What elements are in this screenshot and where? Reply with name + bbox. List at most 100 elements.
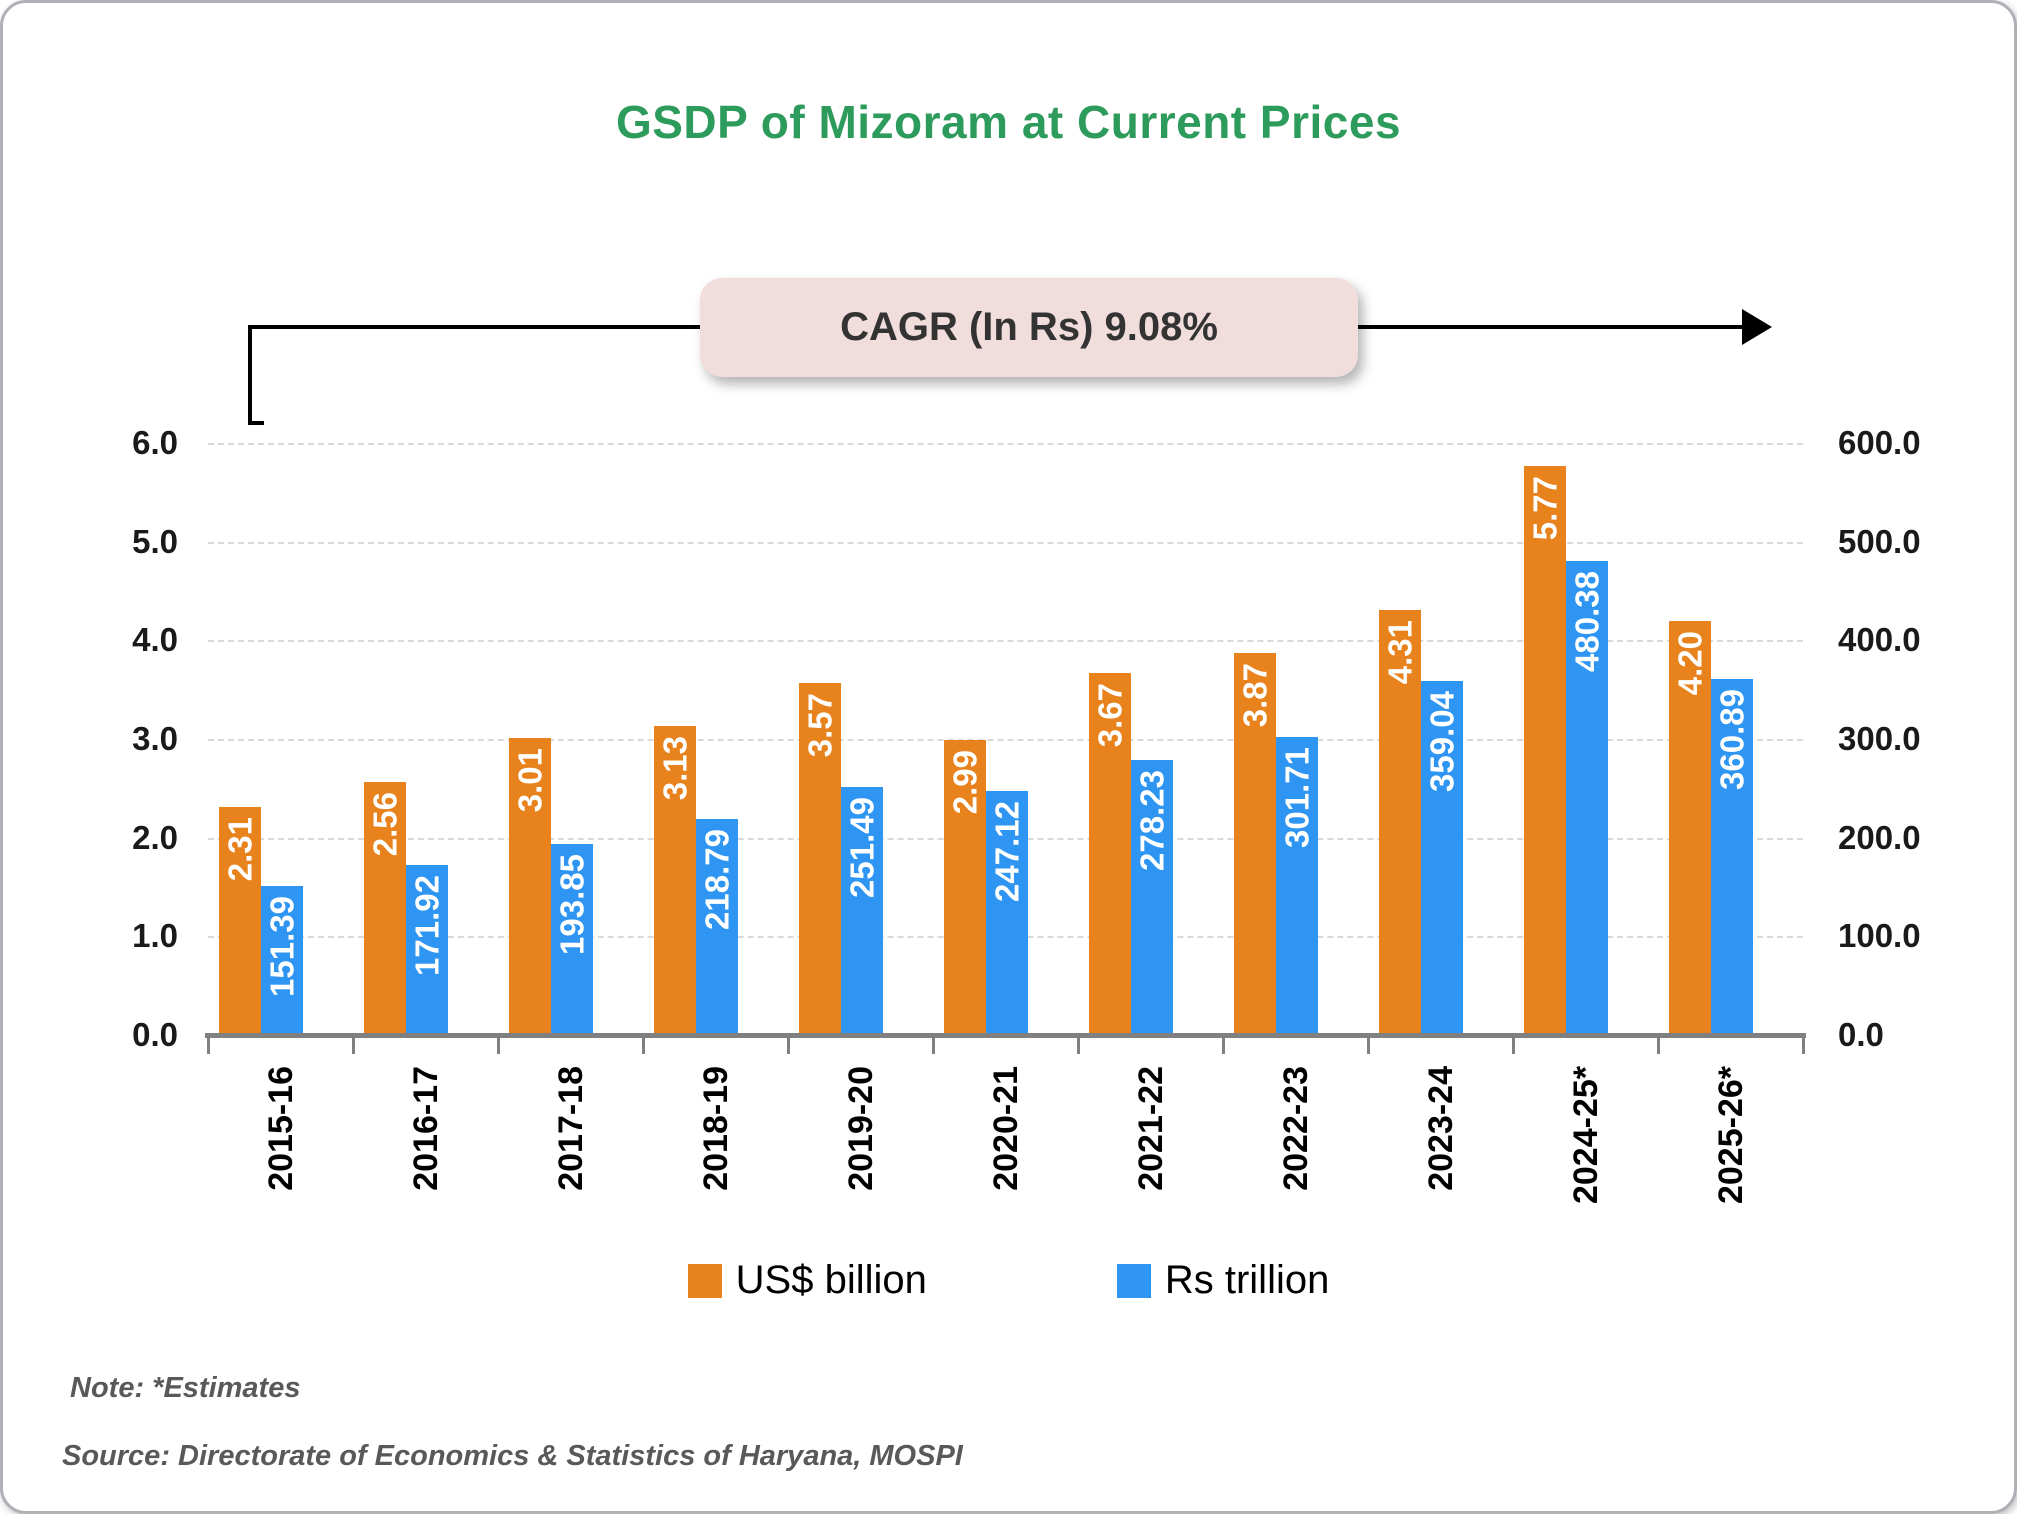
x-axis-tick bbox=[786, 1038, 790, 1054]
x-axis-label: 2022-23 bbox=[1276, 1066, 1315, 1191]
x-axis-tick bbox=[1221, 1038, 1225, 1054]
x-axis-label: 2015-16 bbox=[261, 1066, 300, 1191]
cagr-callout: CAGR (In Rs) 9.08% bbox=[700, 278, 1358, 377]
gridline bbox=[208, 443, 1803, 445]
x-axis-label: 2016-17 bbox=[406, 1066, 445, 1191]
x-axis-tick bbox=[1076, 1038, 1080, 1054]
x-axis-tick bbox=[1801, 1038, 1805, 1054]
bar-value-label: 278.23 bbox=[1133, 770, 1170, 872]
bar-value-label: 3.01 bbox=[511, 748, 548, 813]
cagr-arrow-vertical-line bbox=[248, 327, 252, 425]
legend-swatch-orange-icon bbox=[687, 1263, 722, 1298]
bar-value-label: 3.67 bbox=[1091, 682, 1128, 748]
bar-value-label: 3.57 bbox=[801, 692, 838, 757]
bar-usd-2022-23: 3.87 bbox=[1233, 653, 1276, 1035]
y-axis-tick-label-left: 6.0 bbox=[132, 424, 178, 461]
x-axis-tick bbox=[206, 1038, 210, 1054]
y-axis-tick-label-left: 0.0 bbox=[132, 1016, 178, 1053]
y-axis-tick-label-right: 300.0 bbox=[1838, 720, 1921, 757]
bar-value-label: 360.89 bbox=[1713, 688, 1750, 790]
source-text: Source: Directorate of Economics & Stati… bbox=[62, 1440, 963, 1472]
bar-rs-2015-16: 151.39 bbox=[260, 885, 303, 1035]
legend-swatch-blue-icon bbox=[1116, 1263, 1151, 1298]
bar-value-label: 151.39 bbox=[263, 895, 300, 997]
chart-title: GSDP of Mizoram at Current Prices bbox=[615, 96, 1402, 148]
bar-rs-2023-24: 359.04 bbox=[1420, 680, 1463, 1035]
bar-value-label: 247.12 bbox=[988, 801, 1025, 903]
x-axis-tick bbox=[351, 1038, 355, 1054]
bar-value-label: 193.85 bbox=[553, 853, 590, 955]
bar-rs-2022-23: 301.71 bbox=[1275, 737, 1318, 1035]
bar-usd-2024-25*: 5.77 bbox=[1523, 465, 1566, 1035]
x-axis-label: 2023-24 bbox=[1421, 1066, 1460, 1191]
y-axis-tick-label-left: 5.0 bbox=[132, 522, 178, 560]
bar-rs-2017-18: 193.85 bbox=[550, 843, 593, 1035]
x-axis-tick bbox=[1366, 1038, 1370, 1054]
bar-value-label: 218.79 bbox=[698, 829, 735, 931]
x-axis-tick bbox=[496, 1038, 500, 1054]
bar-usd-2021-22: 3.67 bbox=[1088, 672, 1131, 1035]
bar-value-label: 4.31 bbox=[1381, 619, 1418, 684]
x-axis-label: 2017-18 bbox=[551, 1066, 590, 1191]
x-axis-label: 2020-21 bbox=[986, 1066, 1025, 1191]
x-axis-tick bbox=[641, 1038, 645, 1054]
bar-rs-2024-25*: 480.38 bbox=[1565, 561, 1608, 1035]
y-axis-tick-label-right: 100.0 bbox=[1838, 917, 1921, 955]
gridline bbox=[208, 640, 1803, 643]
legend-item-rs-trillion: Rs trillion bbox=[1116, 1258, 1330, 1303]
bar-value-label: 251.49 bbox=[843, 796, 880, 898]
y-axis-tick-label-right: 200.0 bbox=[1838, 818, 1921, 856]
x-axis-line bbox=[205, 1033, 1806, 1038]
note-text: Note: *Estimates bbox=[70, 1372, 301, 1404]
x-axis-label: 2021-22 bbox=[1131, 1066, 1170, 1191]
bar-value-label: 4.20 bbox=[1671, 630, 1708, 695]
y-axis-tick-label-right: 600.0 bbox=[1838, 424, 1921, 461]
bar-value-label: 3.87 bbox=[1236, 663, 1273, 728]
bar-usd-2015-16: 2.31 bbox=[218, 807, 261, 1035]
x-axis-tick bbox=[1656, 1038, 1660, 1054]
bar-rs-2019-20: 251.49 bbox=[840, 786, 883, 1035]
y-axis-tick-label-right: 500.0 bbox=[1838, 522, 1921, 560]
bar-rs-2021-22: 278.23 bbox=[1130, 760, 1173, 1035]
y-axis-tick-label-left: 1.0 bbox=[132, 917, 178, 955]
bar-value-label: 359.04 bbox=[1423, 690, 1460, 792]
legend-item-us-billion: US$ billion bbox=[687, 1258, 927, 1303]
bar-value-label: 2.31 bbox=[221, 817, 258, 882]
bar-usd-2025-26*: 4.20 bbox=[1668, 620, 1711, 1035]
bar-value-label: 2.99 bbox=[946, 750, 983, 815]
legend-label-rs-trillion: Rs trillion bbox=[1164, 1258, 1330, 1302]
bar-usd-2018-19: 3.13 bbox=[653, 726, 696, 1035]
bar-value-label: 171.92 bbox=[408, 875, 445, 977]
bar-rs-2020-21: 247.12 bbox=[985, 791, 1028, 1035]
y-axis-tick-label-right: 400.0 bbox=[1838, 621, 1921, 659]
gridline bbox=[208, 541, 1803, 544]
cagr-arrow-foot bbox=[248, 421, 264, 425]
bar-usd-2019-20: 3.57 bbox=[798, 682, 841, 1035]
bar-usd-2020-21: 2.99 bbox=[943, 740, 986, 1035]
bar-value-label: 5.77 bbox=[1526, 475, 1563, 540]
legend-label-us-billion: US$ billion bbox=[735, 1258, 927, 1302]
bar-rs-2018-19: 218.79 bbox=[695, 819, 738, 1035]
bar-value-label: 2.56 bbox=[366, 792, 403, 857]
x-axis-tick bbox=[931, 1038, 935, 1054]
y-axis-tick-label-left: 2.0 bbox=[132, 818, 178, 856]
plot-area: 2.31 151.39 2.56 171.92 3.01 193.85 3.13 218.79… bbox=[208, 443, 1803, 1035]
bar-rs-2016-17: 171.92 bbox=[405, 865, 448, 1035]
bar-usd-2016-17: 2.56 bbox=[363, 782, 406, 1035]
y-axis-tick-label-left: 4.0 bbox=[132, 621, 178, 659]
cagr-label: CAGR (In Rs) 9.08% bbox=[840, 305, 1218, 349]
x-axis-tick bbox=[1511, 1038, 1515, 1054]
bar-usd-2023-24: 4.31 bbox=[1378, 609, 1421, 1035]
bar-value-label: 301.71 bbox=[1278, 747, 1315, 849]
bar-rs-2025-26*: 360.89 bbox=[1710, 678, 1753, 1035]
bar-value-label: 480.38 bbox=[1568, 571, 1605, 672]
x-axis-label: 2019-20 bbox=[841, 1066, 880, 1191]
x-axis-label: 2024-25* bbox=[1566, 1066, 1605, 1205]
x-axis-label: 2025-26* bbox=[1711, 1066, 1750, 1205]
bar-usd-2017-18: 3.01 bbox=[508, 738, 551, 1035]
y-axis-tick-label-left: 3.0 bbox=[132, 720, 178, 757]
gridline bbox=[208, 739, 1803, 741]
y-axis-tick-label-right: 0.0 bbox=[1838, 1016, 1884, 1053]
cagr-arrow-head-icon bbox=[1742, 309, 1772, 345]
bar-value-label: 3.13 bbox=[656, 736, 693, 801]
